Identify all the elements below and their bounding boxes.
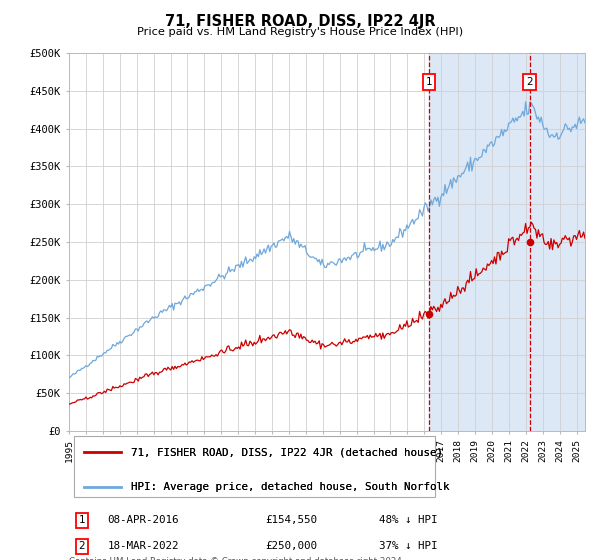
Text: 1: 1 xyxy=(425,77,432,87)
Text: 08-APR-2016: 08-APR-2016 xyxy=(108,516,179,525)
Text: 2: 2 xyxy=(526,77,533,87)
Text: Price paid vs. HM Land Registry's House Price Index (HPI): Price paid vs. HM Land Registry's House … xyxy=(137,27,463,37)
FancyBboxPatch shape xyxy=(74,436,436,497)
Text: 2: 2 xyxy=(79,542,85,552)
Text: 71, FISHER ROAD, DISS, IP22 4JR: 71, FISHER ROAD, DISS, IP22 4JR xyxy=(164,14,436,29)
Text: Contains HM Land Registry data © Crown copyright and database right 2024.
This d: Contains HM Land Registry data © Crown c… xyxy=(69,557,404,560)
Text: HPI: Average price, detached house, South Norfolk: HPI: Average price, detached house, Sout… xyxy=(131,483,449,492)
Text: £250,000: £250,000 xyxy=(265,542,317,552)
Text: 18-MAR-2022: 18-MAR-2022 xyxy=(108,542,179,552)
Text: 71, FISHER ROAD, DISS, IP22 4JR (detached house): 71, FISHER ROAD, DISS, IP22 4JR (detache… xyxy=(131,447,443,457)
Text: 48% ↓ HPI: 48% ↓ HPI xyxy=(379,516,437,525)
Text: 1: 1 xyxy=(79,516,85,525)
Text: £154,550: £154,550 xyxy=(265,516,317,525)
Text: 71, FISHER ROAD, DISS, IP22 4JR (detached house): 71, FISHER ROAD, DISS, IP22 4JR (detache… xyxy=(131,447,443,457)
Text: HPI: Average price, detached house, South Norfolk: HPI: Average price, detached house, Sout… xyxy=(131,483,449,492)
Text: 37% ↓ HPI: 37% ↓ HPI xyxy=(379,542,437,552)
